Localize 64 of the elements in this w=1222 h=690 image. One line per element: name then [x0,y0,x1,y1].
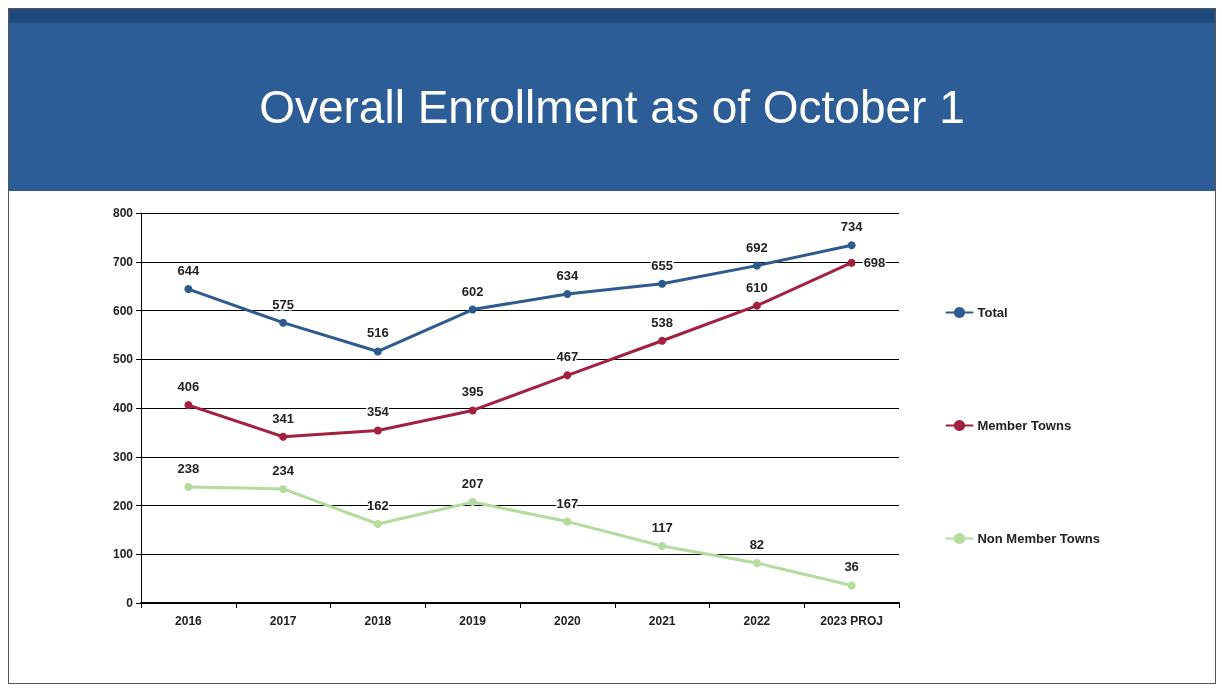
legend-label: Non Member Towns [977,531,1101,546]
data-label: 538 [651,314,673,330]
point [563,289,572,298]
point [563,517,572,526]
x-tick-label: 2017 [269,614,297,628]
data-label: 395 [461,384,484,400]
point [847,258,856,267]
point [184,401,193,410]
data-label: 82 [749,537,765,553]
point [658,541,667,550]
y-tick-label: 100 [112,547,134,562]
x-tick-label: 2016 [175,614,203,628]
legend-label: Member Towns [977,418,1072,433]
y-tick-label: 800 [112,206,134,220]
data-label: 238 [177,460,200,476]
point [184,482,193,491]
data-label: 234 [272,462,295,478]
point [847,581,856,590]
point [658,336,667,345]
x-tick-label: 2023 PROJ [820,614,883,628]
data-label: 354 [367,404,390,420]
point [658,279,667,288]
data-label: 36 [844,559,859,575]
point [373,520,382,529]
data-label: 406 [177,379,200,395]
data-label: 644 [177,263,200,279]
x-tick-label: 2022 [743,614,771,628]
point [468,305,477,314]
data-label: 575 [272,296,294,312]
point [563,371,572,380]
point [847,241,856,250]
data-label: 341 [272,410,294,426]
data-label: 602 [461,283,484,299]
y-tick-label: 600 [112,303,134,318]
x-tick-label: 2020 [554,614,582,628]
y-tick-label: 400 [112,401,134,415]
x-tick-label: 2018 [364,614,392,628]
data-label: 634 [556,267,579,283]
point [279,318,288,327]
data-label: 610 [746,279,768,295]
data-label: 692 [746,239,768,255]
y-tick-label: 0 [126,596,134,610]
x-tick-label: 2021 [648,614,676,628]
point [752,261,761,270]
data-label: 207 [461,476,484,492]
x-tick-label: 2019 [459,614,487,628]
point [373,426,382,435]
point [468,406,477,415]
point [752,559,761,568]
data-label: 734 [840,219,864,235]
y-tick-label: 500 [112,352,134,367]
data-label: 117 [651,519,673,535]
chart-title: Overall Enrollment as of October 1 [9,9,1215,191]
point [468,498,477,507]
point [279,432,288,441]
point [373,347,382,356]
legend-label: Total [977,305,1008,320]
point [184,285,193,294]
y-tick-label: 300 [112,449,134,464]
data-label: 516 [367,325,389,341]
point [279,484,288,493]
y-tick-label: 200 [112,498,134,513]
point [752,301,761,310]
y-tick-label: 700 [112,254,134,269]
